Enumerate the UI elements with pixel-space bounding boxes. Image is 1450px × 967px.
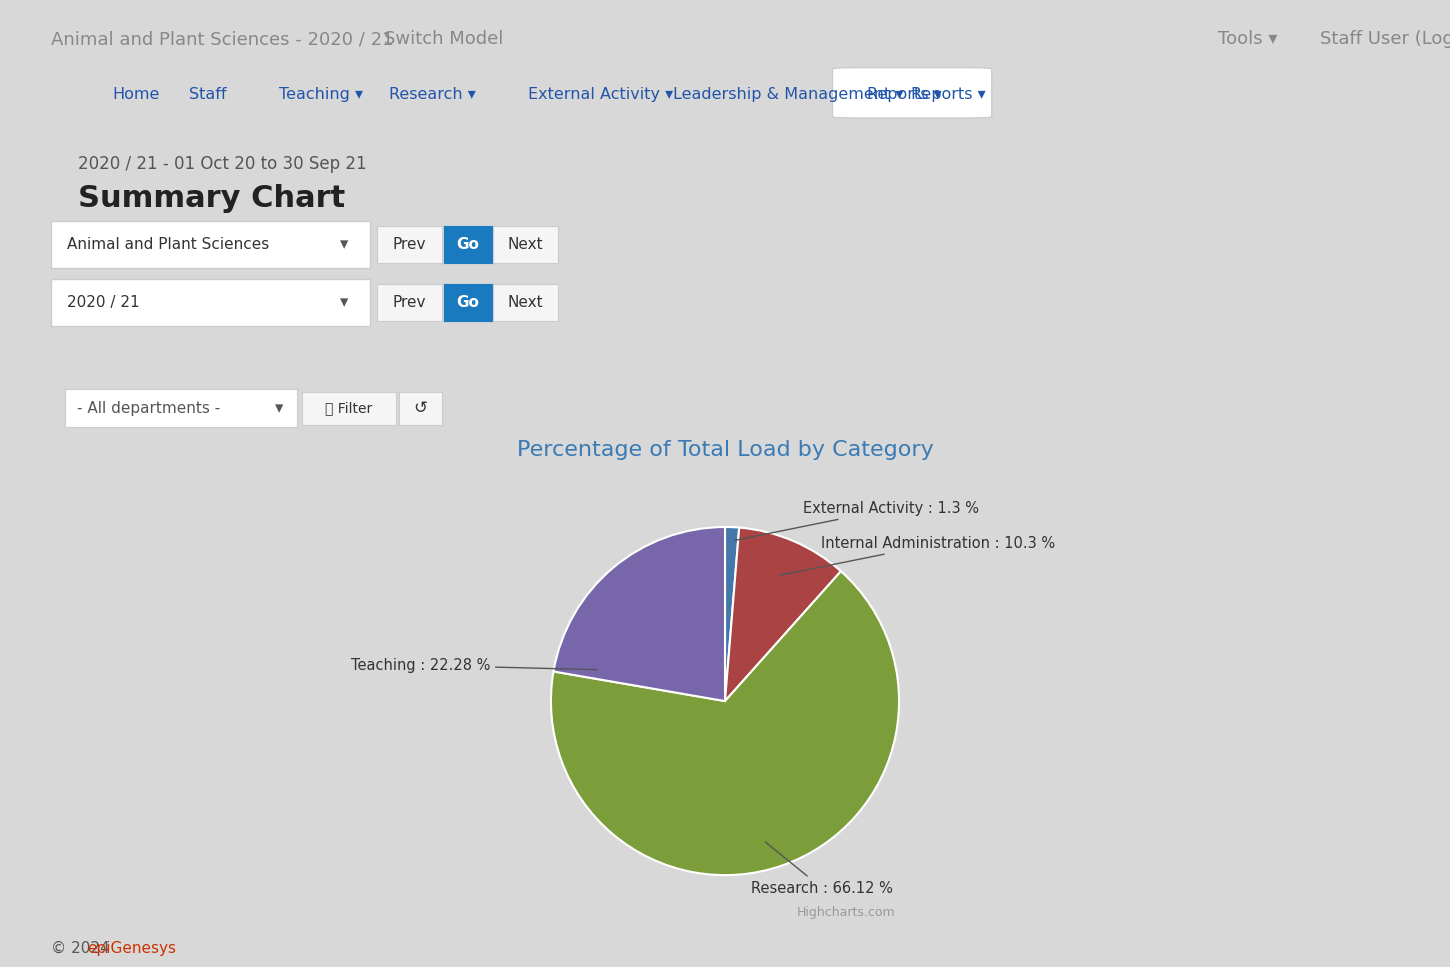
- Text: ↺: ↺: [413, 399, 428, 417]
- Text: ▾: ▾: [341, 294, 348, 311]
- Text: © 2024: © 2024: [51, 941, 115, 956]
- Text: Home: Home: [113, 86, 160, 102]
- Text: Animal and Plant Sciences - 2020 / 21: Animal and Plant Sciences - 2020 / 21: [51, 30, 393, 48]
- Text: Research ▾: Research ▾: [390, 86, 476, 102]
- Text: Go: Go: [457, 237, 478, 252]
- Text: Tools ▾: Tools ▾: [1218, 30, 1277, 48]
- Text: Prev: Prev: [393, 237, 426, 252]
- Text: Next: Next: [507, 295, 544, 310]
- Text: Animal and Plant Sciences: Animal and Plant Sciences: [67, 237, 268, 252]
- Text: External Activity : 1.3 %: External Activity : 1.3 %: [735, 501, 979, 541]
- Text: Research : 66.12 %: Research : 66.12 %: [751, 842, 893, 895]
- Title: Percentage of Total Load by Category: Percentage of Total Load by Category: [516, 440, 934, 459]
- Text: 2020 / 21 - 01 Oct 20 to 30 Sep 21: 2020 / 21 - 01 Oct 20 to 30 Sep 21: [78, 155, 367, 173]
- Text: 2020 / 21: 2020 / 21: [67, 295, 139, 310]
- Wedge shape: [725, 527, 740, 701]
- Text: Prev: Prev: [393, 295, 426, 310]
- Text: ▾: ▾: [274, 399, 283, 417]
- Text: Summary Chart: Summary Chart: [78, 184, 345, 213]
- Text: Staff: Staff: [188, 86, 226, 102]
- Wedge shape: [725, 528, 841, 701]
- Text: Highcharts.com: Highcharts.com: [798, 906, 896, 919]
- Text: Teaching ▾: Teaching ▾: [278, 86, 362, 102]
- Wedge shape: [551, 571, 899, 875]
- Text: epiGenesys: epiGenesys: [87, 941, 175, 956]
- Wedge shape: [554, 527, 725, 701]
- Text: Internal Administration : 10.3 %: Internal Administration : 10.3 %: [780, 536, 1054, 575]
- Text: Next: Next: [507, 237, 544, 252]
- Text: Reports ▾: Reports ▾: [867, 86, 941, 102]
- Text: Go: Go: [457, 295, 478, 310]
- Text: Switch Model: Switch Model: [384, 30, 503, 48]
- Text: Teaching : 22.28 %: Teaching : 22.28 %: [351, 658, 597, 673]
- Text: - All departments -: - All departments -: [77, 400, 220, 416]
- Text: External Activity ▾: External Activity ▾: [528, 86, 673, 102]
- FancyBboxPatch shape: [832, 68, 992, 118]
- Text: Leadership & Management ▾: Leadership & Management ▾: [673, 86, 903, 102]
- Text: Staff User (Log Out): Staff User (Log Out): [1320, 30, 1450, 48]
- Text: Reports ▾: Reports ▾: [912, 86, 986, 102]
- Text: 🔍 Filter: 🔍 Filter: [325, 401, 373, 415]
- Text: ▾: ▾: [341, 236, 348, 253]
